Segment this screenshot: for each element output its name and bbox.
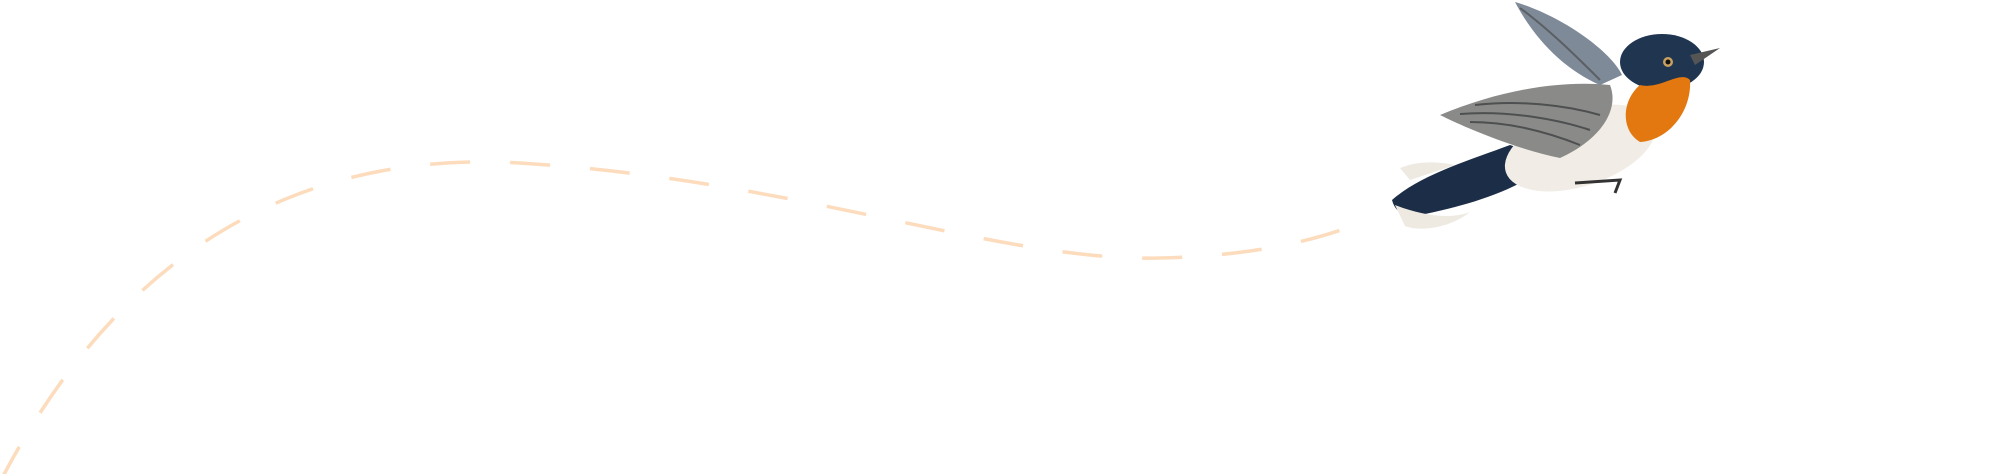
bird-image (1392, 2, 1720, 229)
dashed-flight-path (2, 160, 1359, 474)
